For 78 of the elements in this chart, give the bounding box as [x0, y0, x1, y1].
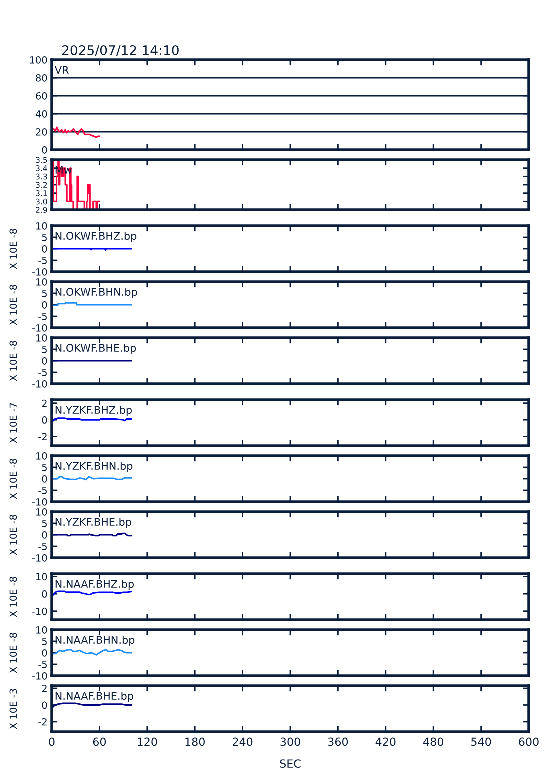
y-tick-label: 0: [42, 301, 48, 309]
y-axis-title: X 10E -3: [10, 689, 18, 730]
y-tick-label: -5: [38, 487, 47, 494]
y-tick-label: -10: [32, 380, 48, 388]
y-tick-label: -10: [32, 608, 48, 616]
y-axis-title: X 10E -8: [10, 459, 18, 500]
x-tick-label: 180: [186, 738, 205, 746]
y-tick-label: 0: [42, 531, 48, 539]
y-tick-label: -10: [32, 554, 48, 562]
y-tick-label: 10: [36, 222, 48, 230]
y-axis-title: X 10E -8: [10, 341, 18, 382]
y-tick-label: -10: [32, 498, 48, 506]
y-tick-label: -10: [32, 268, 48, 276]
y-tick-label: 10: [36, 508, 48, 516]
y-tick-label: 5: [42, 638, 47, 646]
y-tick-label: -10: [32, 672, 48, 680]
annotation: N.OKWF.BHE.bp: [56, 344, 136, 354]
y-tick-label: 5: [42, 290, 47, 298]
y-tick-label: -2: [38, 718, 47, 726]
annotation: N.OKWF.BHZ.bp: [56, 232, 137, 242]
x-tick-label: 60: [93, 738, 106, 746]
annotation: N.YZKF.BHZ.bp: [56, 406, 132, 416]
annotation: N.NAAF.BHE.bp: [56, 692, 134, 702]
annotation: N.OKWF.BHN.bp: [56, 288, 138, 298]
chart-title: 2025/07/12 14:10: [62, 45, 179, 56]
y-tick-label: 5: [42, 234, 47, 242]
annotation: VR: [54, 66, 69, 74]
y-tick-label: 10: [36, 626, 48, 634]
x-tick-label: 480: [424, 738, 444, 746]
y-tick-label: 5: [42, 464, 47, 472]
y-tick-label: 10: [36, 278, 48, 286]
y-tick-label: 0: [42, 590, 48, 598]
x-tick-label: 120: [138, 738, 158, 746]
y-tick-label: 0: [42, 702, 48, 710]
annotation: N.YZKF.BHN.bp: [56, 462, 133, 472]
y-tick-label: -5: [38, 369, 47, 376]
x-tick-label: 300: [280, 738, 300, 746]
y-tick-label: -5: [38, 661, 47, 668]
y-tick-label: 0: [42, 416, 48, 424]
y-tick-label: -5: [38, 313, 47, 320]
x-tick-label: 540: [472, 738, 492, 746]
y-tick-label: 0: [42, 649, 48, 657]
y-tick-label: 10: [36, 334, 48, 342]
y-tick-label: -2: [38, 433, 47, 440]
y-tick-label: 5: [42, 520, 47, 528]
y-axis-title: X 10E -8: [10, 285, 18, 326]
y-tick-label: 10: [36, 452, 48, 460]
y-tick-label: 2: [42, 400, 47, 408]
y-tick-label: 5: [42, 346, 47, 354]
y-tick-label: 0: [42, 357, 48, 365]
y-tick-label: -5: [38, 543, 47, 550]
y-tick-label: -5: [38, 257, 47, 264]
line-series: [52, 126, 100, 138]
y-tick-label: 10: [36, 573, 48, 581]
y-tick-label: 20: [36, 128, 48, 136]
y-tick-label: 40: [36, 110, 48, 118]
y-tick-label: -10: [32, 324, 48, 332]
y-tick-label: 2: [42, 684, 47, 692]
y-tick-label: 100: [30, 56, 48, 64]
y-tick-label: 0: [42, 146, 48, 154]
y-axis-title: X 10E -8: [10, 577, 18, 618]
y-tick-label: 80: [36, 74, 48, 82]
x-tick-label: 360: [328, 738, 348, 746]
y-tick-label: 60: [36, 92, 48, 100]
y-axis-title: X 10E -8: [10, 515, 18, 556]
y-tick-label: 0: [42, 475, 48, 483]
y-axis-title: X 10E -8: [10, 229, 18, 270]
y-axis-title: X 10E -8: [10, 633, 18, 674]
annotation: N.NAAF.BHZ.bp: [56, 580, 134, 590]
x-tick-label: 420: [376, 738, 396, 746]
y-tick-label: 0: [42, 245, 48, 253]
x-axis-title: SEC: [280, 760, 301, 768]
y-axis-title: X 10E -7: [10, 403, 18, 444]
x-tick-label: 0: [49, 738, 55, 746]
annotation: N.YZKF.BHE.bp: [56, 518, 132, 528]
annotation: N.NAAF.BHN.bp: [56, 636, 135, 646]
x-tick-label: 600: [519, 738, 539, 746]
x-tick-label: 240: [233, 738, 253, 746]
